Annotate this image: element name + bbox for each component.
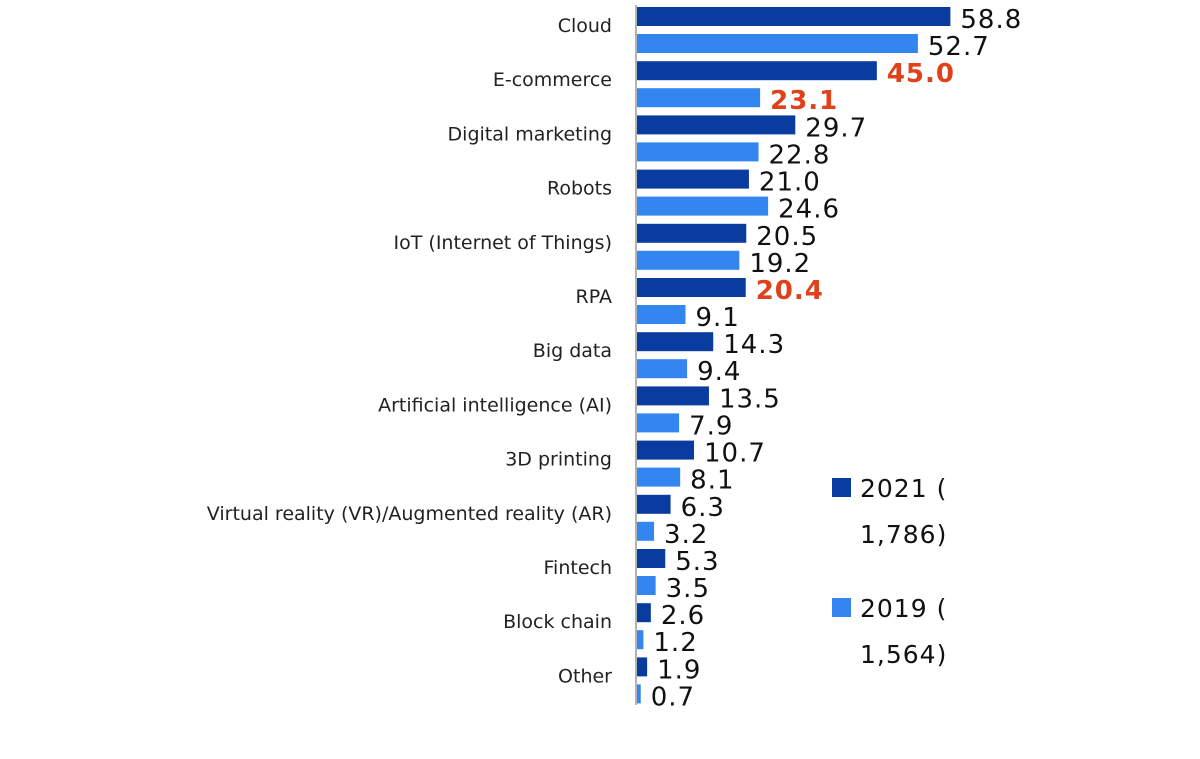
legend: 2021 ( 1,786) 2019 ( 1,564) bbox=[832, 474, 947, 669]
value-label-2021-iot-internet-of-things: 20.5 bbox=[756, 222, 818, 252]
value-label-2019-e-commerce: 23.1 bbox=[770, 86, 838, 116]
legend-label-2021: 2021 ( bbox=[860, 474, 947, 503]
value-label-2021-big-data: 14.3 bbox=[723, 330, 785, 360]
category-label-big-data: Big data bbox=[533, 340, 612, 362]
value-label-2019-other: 0.7 bbox=[651, 682, 695, 712]
value-label-2019-block-chain: 1.2 bbox=[653, 628, 697, 658]
value-label-2019-digital-marketing: 22.8 bbox=[769, 140, 831, 170]
bar-2019-cloud bbox=[637, 34, 918, 53]
bar-2021-rpa bbox=[637, 278, 746, 297]
bar-2021-artificial-intelligence-ai bbox=[637, 386, 709, 406]
bar-2021-fintech bbox=[637, 549, 666, 568]
category-label-e-commerce: E-commerce bbox=[493, 69, 612, 91]
bar-2019-digital-marketing bbox=[637, 142, 759, 162]
value-label-2021-cloud: 58.8 bbox=[960, 5, 1022, 35]
category-label-artificial-intelligence-ai: Artificial intelligence (AI) bbox=[378, 394, 612, 416]
legend-count-2021: 1,786) bbox=[860, 520, 947, 549]
value-label-2019-rpa: 9.1 bbox=[696, 303, 740, 333]
bar-2021-block-chain bbox=[637, 603, 651, 623]
bar-2021-e-commerce bbox=[637, 61, 877, 81]
legend-label-2019: 2019 ( bbox=[860, 594, 947, 623]
bar-2019-block-chain bbox=[637, 630, 644, 650]
value-label-2019-cloud: 52.7 bbox=[928, 32, 990, 62]
value-label-2019-big-data: 9.4 bbox=[697, 357, 741, 387]
bar-2019-artificial-intelligence-ai bbox=[637, 413, 680, 433]
category-label-cloud: Cloud bbox=[558, 15, 612, 37]
category-label-3d-printing: 3D printing bbox=[505, 449, 612, 471]
bar-2021-virtual-reality-vr-augmented-reality-ar bbox=[637, 494, 671, 514]
bar-2019-fintech bbox=[637, 576, 656, 595]
value-label-2021-robots: 21.0 bbox=[759, 168, 821, 198]
bar-2021-big-data bbox=[637, 332, 714, 352]
bar-2019-big-data bbox=[637, 359, 688, 379]
legend-swatch-2019 bbox=[832, 598, 851, 617]
bar-2021-iot-internet-of-things bbox=[637, 223, 747, 243]
bar-2021-robots bbox=[637, 169, 749, 189]
value-labels-group: 58.852.745.0 23.129.722.821.024.620.519.2… bbox=[651, 5, 1022, 712]
bar-2019-e-commerce bbox=[637, 88, 761, 108]
category-label-iot-internet-of-things: IoT (Internet of Things) bbox=[394, 232, 612, 254]
category-label-virtual-reality-vr-augmented-reality-ar: Virtual reality (VR)/Augmented reality (… bbox=[207, 503, 612, 525]
value-label-2021-digital-marketing: 29.7 bbox=[805, 113, 867, 143]
value-label-2019-3d-printing: 8.1 bbox=[690, 466, 734, 496]
value-label-2021-e-commerce: 45.0 bbox=[887, 59, 955, 89]
category-label-other: Other bbox=[558, 665, 612, 687]
bar-2019-virtual-reality-vr-augmented-reality-ar bbox=[637, 521, 655, 541]
value-label-2021-virtual-reality-vr-augmented-reality-ar: 6.3 bbox=[681, 493, 725, 523]
value-label-2021-3d-printing: 10.7 bbox=[704, 439, 766, 469]
category-label-robots: Robots bbox=[547, 178, 612, 200]
value-label-2021-artificial-intelligence-ai: 13.5 bbox=[719, 384, 781, 414]
category-labels-group: Cloud E-commerce Digital marketing Robots Io… bbox=[207, 15, 612, 687]
bars-group bbox=[637, 7, 951, 704]
bar-2021-other bbox=[637, 657, 648, 677]
value-label-2019-virtual-reality-vr-augmented-reality-ar: 3.2 bbox=[664, 520, 708, 550]
value-label-2019-robots: 24.6 bbox=[778, 195, 840, 225]
bar-2019-other bbox=[637, 684, 641, 704]
value-label-2021-rpa: 20.4 bbox=[756, 276, 824, 306]
bar-2019-3d-printing bbox=[637, 467, 681, 487]
bar-2019-robots bbox=[637, 196, 769, 216]
value-label-2019-iot-internet-of-things: 19.2 bbox=[749, 249, 811, 279]
value-label-2019-fintech: 3.5 bbox=[666, 574, 710, 604]
bar-2021-digital-marketing bbox=[637, 115, 796, 135]
bar-2019-rpa bbox=[637, 305, 686, 324]
bar-2021-3d-printing bbox=[637, 440, 695, 460]
bar-2021-cloud bbox=[637, 7, 951, 26]
category-label-block-chain: Block chain bbox=[503, 611, 612, 633]
value-label-2019-artificial-intelligence-ai: 7.9 bbox=[689, 411, 733, 441]
bar-2019-iot-internet-of-things bbox=[637, 250, 740, 270]
legend-swatch-2021 bbox=[832, 478, 851, 497]
category-label-fintech: Fintech bbox=[544, 557, 613, 579]
category-label-rpa: RPA bbox=[576, 286, 612, 308]
value-label-2021-block-chain: 2.6 bbox=[661, 601, 705, 631]
category-label-digital-marketing: Digital marketing bbox=[448, 123, 612, 145]
legend-count-2019: 1,564) bbox=[860, 640, 947, 669]
value-label-2021-other: 1.9 bbox=[657, 655, 701, 685]
value-label-2021-fintech: 5.3 bbox=[675, 547, 719, 577]
